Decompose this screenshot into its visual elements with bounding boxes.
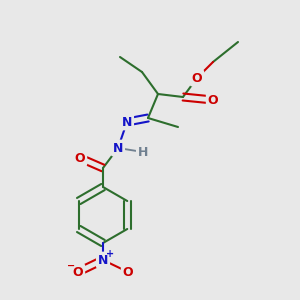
Text: O: O (73, 266, 83, 278)
Text: H: H (138, 146, 148, 158)
Text: −: − (67, 261, 75, 271)
Text: O: O (208, 94, 218, 106)
Text: N: N (113, 142, 123, 154)
Text: O: O (75, 152, 85, 164)
Text: O: O (123, 266, 133, 278)
Text: +: + (106, 249, 114, 259)
Text: O: O (192, 71, 202, 85)
Text: N: N (98, 254, 108, 266)
Text: N: N (122, 116, 132, 128)
